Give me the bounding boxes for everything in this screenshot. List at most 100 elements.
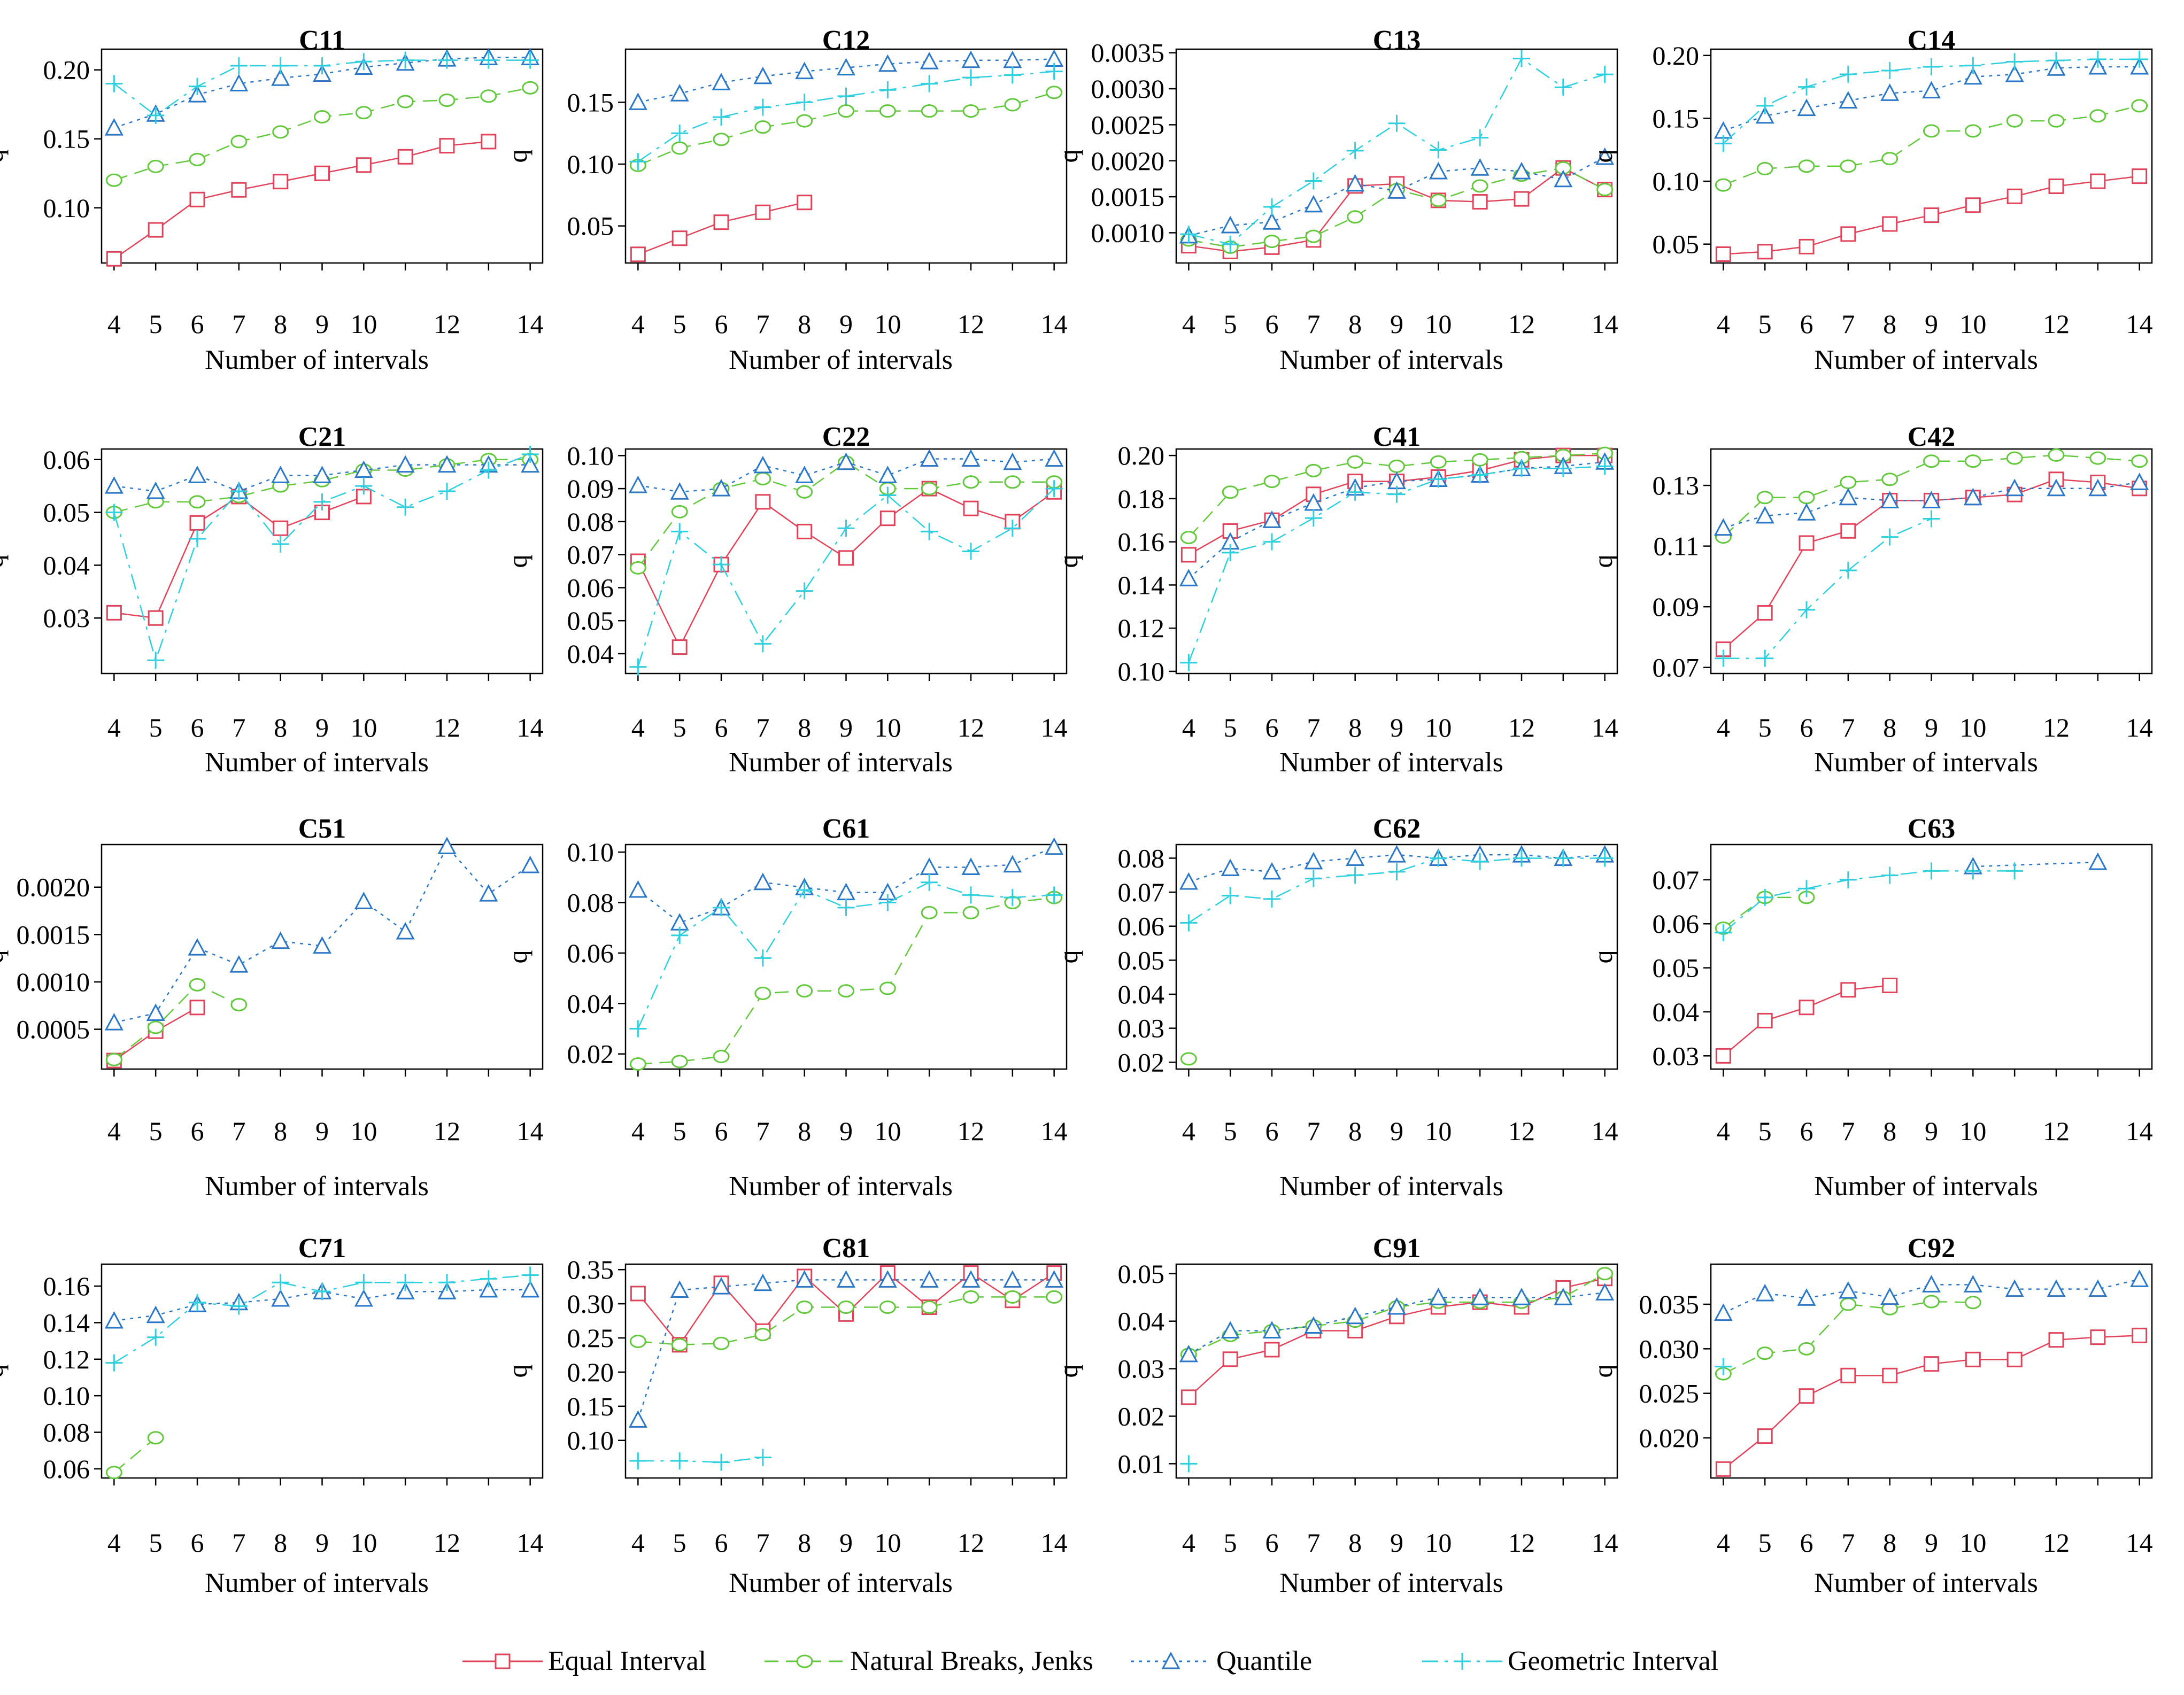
point-c22-triangle-14 [1045, 449, 1064, 467]
point-c13-plus-4 [1180, 226, 1198, 243]
x-tick-label-c91-5: 5 [1224, 1528, 1237, 1558]
point-c21-triangle-10 [354, 460, 373, 478]
point-c42-triangle-9 [1921, 491, 1941, 508]
point-c71-plus-13 [480, 1270, 497, 1288]
point-c61-triangle-12 [961, 857, 981, 875]
point-c41-plus-13 [1554, 460, 1572, 477]
point-c11-circle-6 [189, 152, 206, 166]
chart-title-c62: C62 [1373, 814, 1421, 844]
point-c41-plus-10 [1430, 470, 1447, 488]
x-tick-label-c13-4: 4 [1182, 309, 1195, 339]
x-tick-label-c91-8: 8 [1348, 1528, 1362, 1558]
point-c22-square-8 [797, 523, 813, 539]
x-tick-label-c14-8: 8 [1883, 309, 1896, 339]
x-tick-label-c21-12: 12 [434, 713, 460, 742]
point-c12-plus-11 [921, 75, 938, 92]
point-c61-circle-12 [962, 905, 979, 919]
y-tick-label-c21-0: 0.03 [43, 603, 90, 633]
point-c92-circle-5 [1756, 1346, 1773, 1360]
x-tick-label-c71-4: 4 [107, 1528, 121, 1558]
point-c61-triangle-7 [753, 872, 773, 891]
x-tick-label-c63-8: 8 [1883, 1116, 1896, 1146]
point-c14-plus-14 [2131, 50, 2148, 68]
panel-c91: C91 0.01 0.02 0.03 0.04 0.05 q 4 5 6 7 8 9 10 12 14 Numb… [1053, 1233, 1618, 1598]
point-c51-square-6 [189, 1000, 205, 1016]
point-c92-square-8 [1882, 1367, 1898, 1383]
point-c11-triangle-8 [271, 68, 290, 86]
x-tick-label-c51-7: 7 [232, 1116, 245, 1146]
point-c11-square-5 [148, 222, 164, 238]
y-tick-label-c62-3: 0.05 [1118, 945, 1165, 975]
x-tick-label-c11-8: 8 [274, 309, 287, 339]
point-c41-plus-6 [1263, 533, 1281, 551]
x-tick-label-c22-10: 10 [874, 713, 901, 742]
series-line-c13-plus [1189, 57, 1606, 245]
chart-title-c11: C11 [299, 25, 345, 56]
point-c61-plus-7 [754, 949, 771, 967]
point-c12-triangle-8 [795, 61, 814, 80]
point-c41-plus-9 [1388, 485, 1406, 503]
x-tick-label-c91-6: 6 [1265, 1528, 1279, 1558]
y-tick-label-c11-2: 0.20 [43, 55, 90, 85]
point-c61-circle-11 [921, 905, 938, 919]
point-c42-square-6 [1799, 535, 1815, 551]
point-c81-circle-4 [629, 1334, 646, 1348]
point-c71-triangle-12 [437, 1282, 457, 1299]
panel-c92: C92 0.020 0.025 0.030 0.035 q 4 5 6 7 8 9 10 12 14 Numb… [1588, 1233, 2153, 1598]
point-c41-circle-5 [1222, 485, 1239, 499]
y-tick-label-c22-0: 0.04 [567, 639, 614, 669]
point-c51-triangle-14 [521, 855, 540, 873]
x-tick-label-c91-10: 10 [1425, 1528, 1452, 1558]
y-tick-label-c13-4: 0.0030 [1091, 74, 1165, 104]
x-tick-label-c42-4: 4 [1717, 713, 1730, 742]
x-tick-label-c51-9: 9 [315, 1116, 329, 1146]
point-c91-circle-14 [1596, 1267, 1614, 1281]
point-c14-plus-8 [1881, 62, 1899, 79]
x-tick-label-c21-6: 6 [191, 713, 204, 742]
series-line-c92-triangle [1723, 1279, 2140, 1314]
chart-title-c81: C81 [822, 1233, 870, 1264]
point-c81-square-4 [630, 1286, 646, 1302]
point-c91-triangle-6 [1262, 1321, 1282, 1338]
point-c14-plus-12 [2047, 52, 2065, 69]
point-c14-plus-11 [2006, 53, 2024, 71]
x-tick-label-c11-7: 7 [232, 309, 245, 339]
x-tick-label-c71-9: 9 [315, 1528, 329, 1558]
y-tick-label-c61-1: 0.04 [567, 988, 614, 1018]
y-tick-label-c42-0: 0.07 [1653, 653, 1700, 683]
point-c71-plus-11 [397, 1274, 414, 1291]
x-tick-label-c12-10: 10 [874, 309, 901, 339]
y-tick-label-c63-4: 0.07 [1653, 865, 1700, 895]
y-tick-label-c14-3: 0.20 [1653, 41, 1700, 71]
x-tick-label-c81-7: 7 [756, 1528, 769, 1558]
legend-marker-square [495, 1653, 511, 1669]
point-c81-plus-6 [713, 1453, 730, 1471]
point-c62-plus-13 [1554, 849, 1572, 867]
point-c92-triangle-13 [2088, 1279, 2108, 1297]
y-tick-label-c63-3: 0.06 [1653, 909, 1700, 939]
x-tick-label-c62-10: 10 [1425, 1116, 1452, 1146]
point-c61-circle-5 [671, 1055, 688, 1069]
point-c61-plus-6 [713, 899, 730, 916]
point-c81-circle-7 [754, 1328, 771, 1342]
point-c12-triangle-6 [712, 73, 731, 90]
x-tick-label-c71-14: 14 [517, 1528, 544, 1558]
point-c14-circle-8 [1881, 152, 1899, 166]
point-c22-plus-9 [837, 520, 855, 537]
x-tick-label-c13-8: 8 [1348, 309, 1362, 339]
point-c11-plus-8 [272, 57, 289, 74]
x-tick-label-c63-4: 4 [1717, 1116, 1730, 1146]
y-axis-label-c14: q [1588, 150, 1618, 163]
x-tick-label-c63-6: 6 [1800, 1116, 1813, 1146]
x-tick-label-c61-4: 4 [631, 1116, 645, 1146]
series-line-c12-plus [637, 71, 1054, 162]
point-c42-plus-7 [1839, 562, 1857, 579]
x-tick-label-c92-4: 4 [1717, 1528, 1730, 1558]
point-c11-circle-5 [147, 159, 164, 173]
point-c12-triangle-4 [628, 92, 647, 110]
point-c41-triangle-6 [1262, 510, 1282, 528]
y-tick-label-c81-1: 0.15 [567, 1391, 614, 1421]
y-axis-label-c81: q [503, 1365, 533, 1378]
series-line-c51-triangle [114, 845, 531, 1024]
x-tick-label-c12-14: 14 [1041, 309, 1068, 339]
